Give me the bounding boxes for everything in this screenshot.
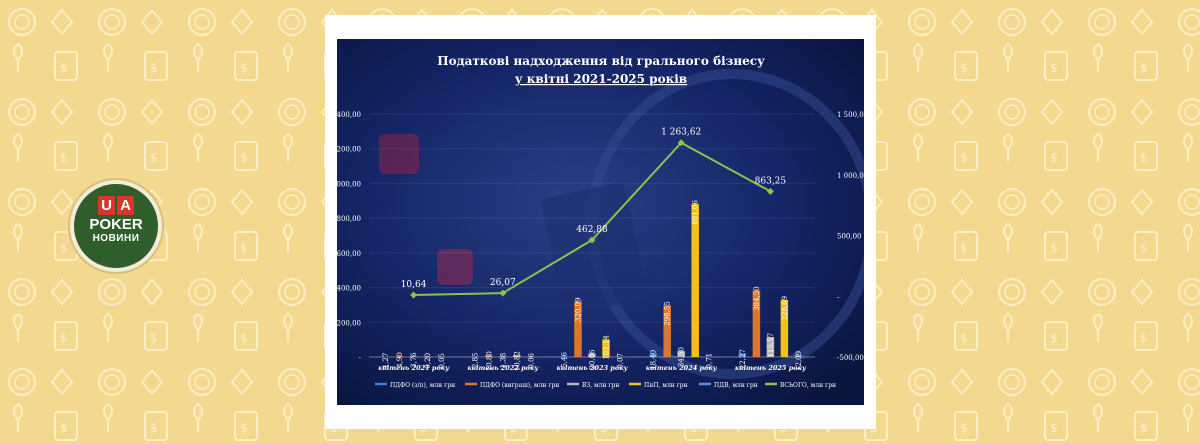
bar-value-label: 0,05 [438, 353, 446, 369]
bar-value-label: 20,06 [589, 349, 597, 370]
category-label: квітень 2022 року [467, 364, 539, 372]
bar [437, 356, 446, 358]
bar-value-label: 34,50 [678, 347, 686, 367]
bar [560, 356, 568, 357]
total-value-label: 1 263,62 [661, 128, 701, 138]
right-axis-tick-label: 1 500,00 [837, 111, 864, 119]
bar-value-label: 0,06 [527, 352, 535, 368]
bar-value-label: 328,69 [781, 296, 789, 321]
dice-decoration [379, 134, 419, 174]
bar [499, 356, 507, 358]
bar [794, 354, 803, 357]
logo-poker-text: POKER [89, 216, 143, 233]
category-label: квітень 2025 року [735, 364, 807, 372]
bar-value-label: 102,14 [603, 335, 611, 360]
category-label: квітень 2023 року [557, 364, 629, 372]
bar-value-label: 1,38 [499, 353, 507, 369]
dice-decoration [437, 249, 473, 285]
playing-card-decoration [541, 182, 648, 316]
chart-title-line1: Податкові надходження від грального бізн… [437, 54, 765, 68]
legend-label: ВСЬОГО, млн грн [780, 382, 836, 389]
bar [527, 356, 535, 358]
total-point [766, 187, 774, 195]
total-value-label: 10,64 [401, 280, 427, 290]
chart-title-line2: у квітні 2021-2025 років [515, 72, 687, 86]
total-point [499, 289, 507, 297]
total-point [677, 139, 685, 147]
bar [485, 355, 493, 357]
bar-value-label: 10,80 [485, 351, 493, 371]
bar [663, 305, 671, 357]
bar [423, 356, 432, 358]
total-point [588, 236, 596, 244]
bar [602, 339, 610, 357]
category-label: квітень 2024 року [646, 364, 718, 372]
bar-value-label: 3,76 [410, 352, 418, 368]
total-value-label: 26,07 [490, 278, 516, 288]
bar [574, 301, 582, 357]
legend-label: ПДВ, млн грн [714, 382, 758, 389]
left-axis-tick-label: - [359, 354, 362, 362]
tax-revenue-chart: Податкові надходження від грального бізн… [337, 39, 864, 405]
bar-value-label: 0,71 [706, 353, 714, 369]
bar-value-label: 1,27 [382, 353, 390, 369]
total-point [410, 291, 418, 299]
total-value-label: 462,88 [576, 225, 608, 235]
bar [752, 290, 761, 357]
bar-value-label: 320,09 [575, 297, 583, 322]
bar-value-label: 881,06 [692, 200, 700, 225]
left-axis-tick-label: 200,00 [337, 146, 361, 154]
bar-value-label: 0,20 [424, 353, 432, 369]
legend-label: ПнП, млн грн [644, 382, 688, 389]
bar [395, 356, 404, 357]
logo-letter-a: A [117, 196, 134, 215]
bar [766, 336, 775, 357]
bar [649, 353, 657, 357]
bar [588, 353, 596, 357]
bar-value-label: 0,07 [617, 353, 625, 369]
bar [381, 356, 390, 358]
bar [738, 353, 747, 357]
bar-value-label: 115,57 [767, 333, 775, 358]
right-axis-tick-label: 1 000,00 [837, 172, 864, 180]
bar-value-label: 5,46 [561, 352, 569, 368]
legend-label: ВЗ, млн грн [582, 382, 619, 389]
logo-letter-u: U [98, 196, 115, 215]
legend-label: ПДФО (виграш), млн грн [480, 382, 559, 389]
bar-value-label: 10,82 [513, 351, 521, 371]
left-axis-tick-label: 600,00 [337, 250, 361, 258]
bar [409, 356, 418, 357]
bar [616, 356, 624, 358]
total-value-label: 863,25 [755, 176, 787, 186]
bar-value-label: 384,50 [753, 286, 761, 311]
left-axis-tick-label: 800,00 [337, 215, 361, 223]
right-axis-tick-label: - [837, 293, 840, 301]
bar [677, 351, 685, 357]
bar-value-label: 12,09 [795, 351, 803, 371]
bar-value-label: 298,55 [664, 301, 672, 326]
bar [780, 299, 789, 357]
bar-value-label: 2,85 [471, 353, 479, 369]
bar [691, 204, 699, 357]
left-axis-tick-label: 000,00 [337, 180, 361, 188]
left-axis-tick-label: 200,00 [337, 319, 361, 327]
left-axis-tick-label: 400,00 [337, 285, 361, 293]
legend-label: ПДФО (з/п), млн грн [390, 382, 455, 389]
bar [471, 356, 479, 358]
right-axis-tick-label: -500,00 [837, 354, 864, 362]
right-axis-tick-label: 500,00 [837, 233, 862, 241]
category-label: квітень 2021 року [378, 364, 450, 372]
logo-novyny-text: НОВИНИ [92, 233, 140, 244]
bar-value-label: 22,27 [739, 349, 747, 369]
bar-value-label: 4,90 [396, 352, 404, 368]
left-axis-tick-label: 400,00 [337, 111, 361, 119]
bar-value-label: 18,40 [650, 350, 658, 370]
bar [705, 356, 713, 358]
bar [513, 355, 521, 357]
